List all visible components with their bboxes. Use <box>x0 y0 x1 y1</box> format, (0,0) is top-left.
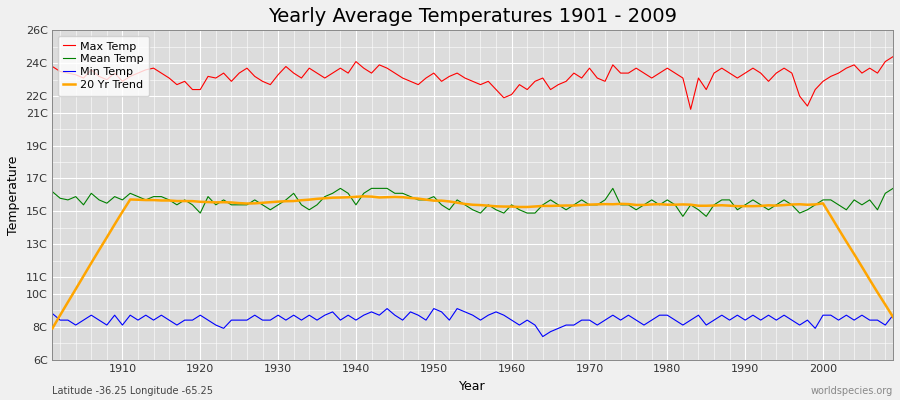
Mean Temp <box>608 186 618 191</box>
20 Yr Trend <box>109 222 120 227</box>
Min Temp <box>47 311 58 316</box>
X-axis label: Year: Year <box>459 380 486 393</box>
20 Yr Trend <box>514 204 525 209</box>
Min Temp <box>382 306 392 311</box>
20 Yr Trend <box>506 204 517 209</box>
Mean Temp <box>47 189 58 194</box>
Max Temp <box>499 95 509 100</box>
Line: 20 Yr Trend: 20 Yr Trend <box>52 196 893 328</box>
Mean Temp <box>335 186 346 191</box>
Y-axis label: Temperature: Temperature <box>7 155 20 235</box>
Text: Latitude -36.25 Longitude -65.25: Latitude -36.25 Longitude -65.25 <box>52 386 213 396</box>
Min Temp <box>887 313 898 318</box>
Min Temp <box>109 313 120 318</box>
Max Temp <box>328 71 338 76</box>
Line: Min Temp: Min Temp <box>52 308 893 336</box>
Max Temp <box>109 71 120 76</box>
Title: Yearly Average Temperatures 1901 - 2009: Yearly Average Temperatures 1901 - 2009 <box>268 7 677 26</box>
Line: Max Temp: Max Temp <box>52 57 893 109</box>
Max Temp <box>281 64 292 69</box>
20 Yr Trend <box>887 315 898 320</box>
Line: Mean Temp: Mean Temp <box>52 188 893 216</box>
Mean Temp <box>887 186 898 191</box>
Min Temp <box>537 334 548 339</box>
Mean Temp <box>109 194 120 199</box>
Max Temp <box>685 107 696 112</box>
20 Yr Trend <box>328 195 338 200</box>
20 Yr Trend <box>47 326 58 331</box>
20 Yr Trend <box>608 202 618 207</box>
Min Temp <box>281 318 292 322</box>
20 Yr Trend <box>358 194 369 199</box>
Text: worldspecies.org: worldspecies.org <box>811 386 893 396</box>
Min Temp <box>514 323 525 328</box>
Max Temp <box>47 64 58 69</box>
Mean Temp <box>514 207 525 212</box>
Min Temp <box>616 318 626 322</box>
Mean Temp <box>506 202 517 207</box>
Mean Temp <box>678 214 688 219</box>
Max Temp <box>599 79 610 84</box>
Legend: Max Temp, Mean Temp, Min Temp, 20 Yr Trend: Max Temp, Mean Temp, Min Temp, 20 Yr Tre… <box>58 36 149 96</box>
Max Temp <box>506 92 517 97</box>
Mean Temp <box>281 198 292 202</box>
Min Temp <box>328 310 338 314</box>
Mean Temp <box>328 191 338 196</box>
Min Temp <box>506 318 517 322</box>
Max Temp <box>887 54 898 59</box>
20 Yr Trend <box>281 199 292 204</box>
